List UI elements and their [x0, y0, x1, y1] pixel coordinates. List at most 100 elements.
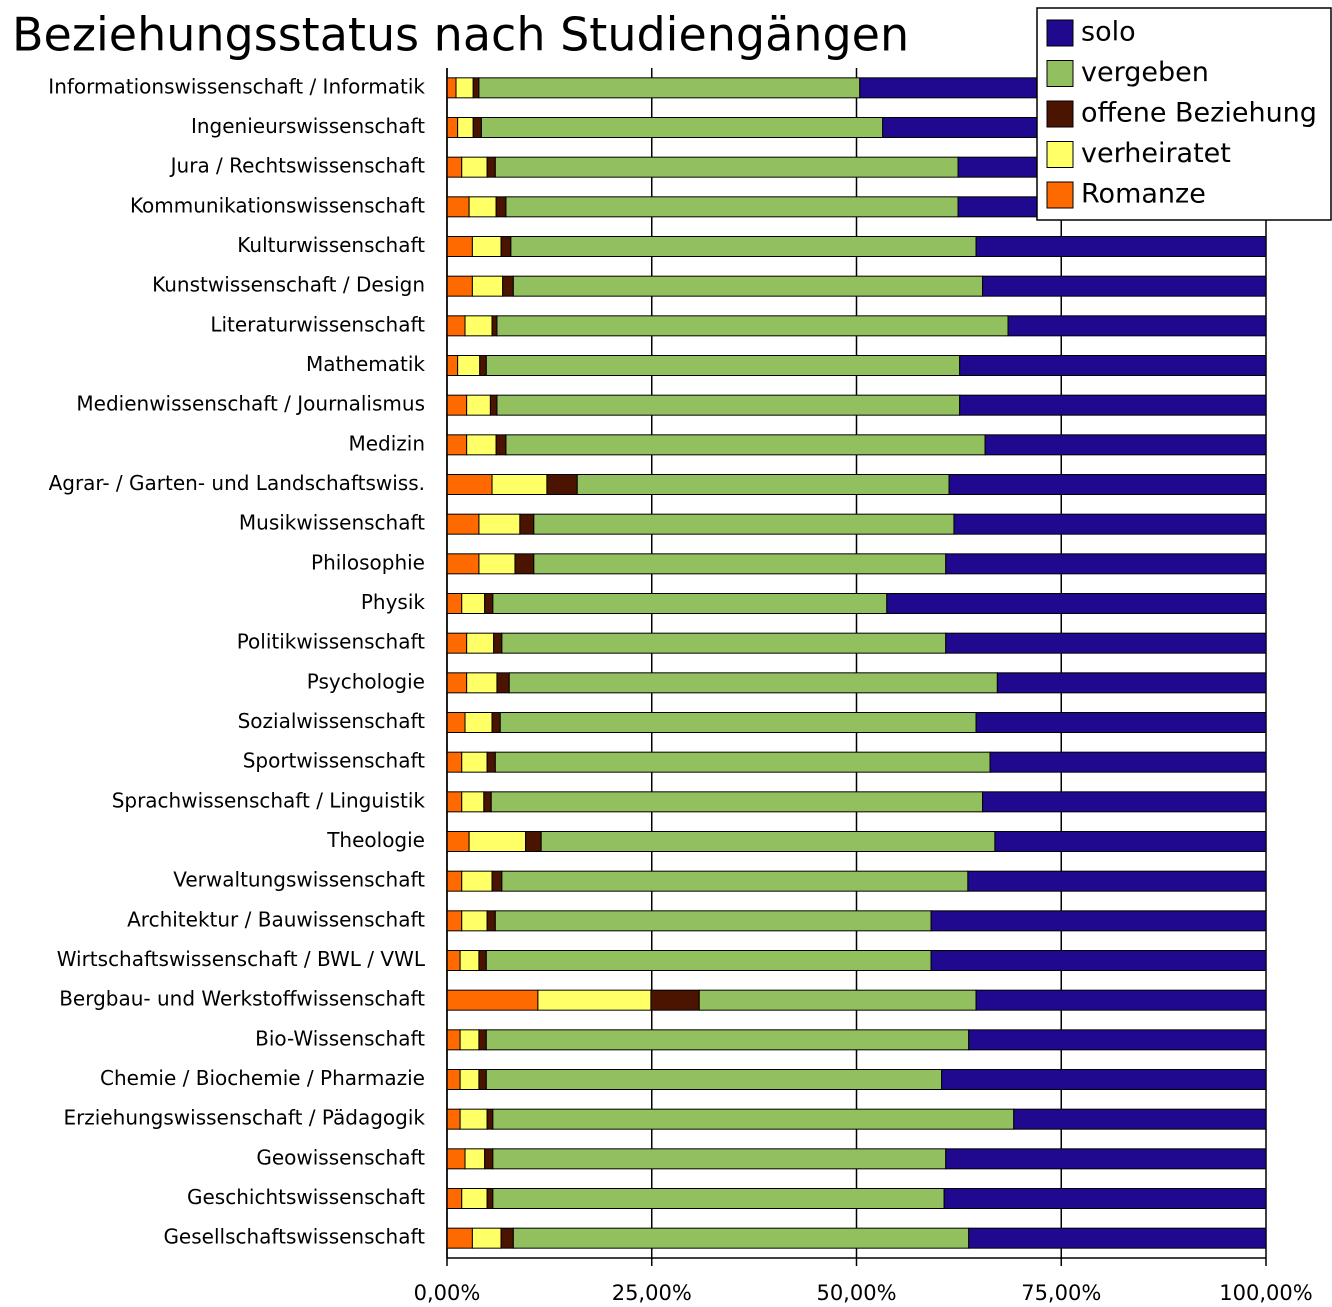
bar-segment [446, 870, 463, 892]
bar-segment [491, 474, 548, 495]
bar-segment [471, 275, 504, 297]
bar-segment [446, 791, 463, 813]
bar-segment [446, 275, 473, 297]
bar-segment [466, 394, 491, 416]
bar-segment [493, 632, 503, 654]
x-tick-label: 75,00% [1021, 1281, 1101, 1305]
bar-segment [459, 1029, 480, 1051]
y-tick-label: Jura / Rechtswissenschaft [169, 154, 426, 178]
y-tick-label: Bio-Wissenschaft [255, 1026, 425, 1050]
bar-segment [471, 236, 502, 257]
bar-segment [982, 275, 1267, 297]
bar-segment [466, 672, 498, 694]
bar-segment [446, 434, 468, 456]
bar-segment [982, 791, 1267, 813]
bar-segment [446, 1069, 461, 1090]
bar-segment [479, 355, 487, 376]
bar-segment [495, 196, 507, 218]
bar-segment [495, 434, 507, 456]
bar-segment [486, 751, 496, 773]
bar-segment [446, 355, 459, 376]
bar-segment [461, 791, 485, 813]
bar-segment [984, 434, 1267, 456]
bar-segment [491, 870, 503, 892]
bar-segment [500, 236, 512, 257]
legend-label: verheiratet [1081, 138, 1231, 169]
bar-segment [446, 117, 459, 138]
legend-label: Romanze [1081, 179, 1206, 210]
bar-segment [446, 513, 480, 535]
bar-segment [525, 831, 542, 852]
bar-segment [457, 355, 481, 376]
y-tick-label: Psychologie [307, 669, 425, 693]
bar-segment [1007, 315, 1267, 337]
y-tick-label: Medienwissenschaft / Journalismus [76, 392, 425, 416]
bar-segment [540, 831, 996, 852]
y-tick-label: Geschichtswissenschaft [187, 1185, 425, 1209]
bar-segment [446, 751, 463, 773]
bar-segment [500, 1227, 514, 1249]
bar-segment [461, 910, 488, 932]
y-tick-label: Ingenieurswissenschaft [191, 114, 425, 138]
y-tick-label: Medizin [348, 431, 425, 455]
bar-segment [446, 553, 480, 575]
y-tick-label: Erziehungswissenschaft / Pädagogik [63, 1106, 425, 1130]
bar-segment [446, 1108, 461, 1130]
bar-segment [512, 1227, 970, 1249]
legend-label: vergeben [1081, 57, 1209, 88]
legend-label: offene Beziehung [1081, 98, 1317, 129]
bar-segment [459, 950, 480, 971]
y-tick-label: Bergbau- und Werkstoffwissenschaft [59, 987, 425, 1011]
bar-segment [943, 1188, 1267, 1209]
bar-segment [446, 950, 461, 971]
bar-segment [472, 117, 482, 138]
bar-segment [446, 1148, 466, 1170]
bar-segment [1013, 1108, 1267, 1130]
bar-segment [945, 1148, 1267, 1170]
bar-segment [486, 156, 496, 178]
bar-segment [494, 156, 959, 178]
bar-segment [496, 315, 1009, 337]
bar-segment [499, 712, 977, 733]
bar-segment [455, 77, 474, 99]
x-tick-label: 100,00% [1219, 1281, 1312, 1305]
bar-segment [459, 1069, 480, 1090]
y-tick-label: Sprachwissenschaft / Linguistik [112, 788, 426, 812]
bar-segment [464, 1148, 486, 1170]
bar-segment [996, 672, 1267, 694]
y-tick-label: Architektur / Bauwissenschaft [127, 907, 425, 931]
bar-segment [537, 989, 652, 1011]
bar-segment [494, 910, 932, 932]
bar-segment [508, 672, 998, 694]
bar-segment [486, 1108, 494, 1130]
bar-segment [967, 870, 1267, 892]
bar-segment [446, 394, 468, 416]
y-tick-label: Verwaltungswissenschaft [173, 868, 425, 892]
y-tick-label: Literaturwissenschaft [210, 312, 425, 336]
bar-segment [502, 275, 514, 297]
bar-segment [485, 1069, 943, 1090]
bar-segment [446, 712, 466, 733]
bar-segment [468, 196, 497, 218]
bar-segment [989, 751, 1267, 773]
bar-segment [486, 1188, 494, 1209]
bar-segment [489, 394, 498, 416]
bar-segment [446, 196, 470, 218]
bar-segment [478, 1069, 487, 1090]
bar-segment [941, 1069, 1267, 1090]
bar-segment [953, 513, 1267, 535]
legend-swatch [1046, 141, 1074, 168]
legend-box [1036, 7, 1332, 221]
bar-segment [533, 513, 955, 535]
bar-segment [471, 1227, 502, 1249]
bar-segment [975, 236, 1267, 257]
y-tick-label: Informationswissenschaft / Informatik [48, 74, 425, 98]
bar-segment [501, 632, 947, 654]
legend-swatch [1046, 100, 1074, 128]
bar-segment [945, 632, 1267, 654]
bar-segment [464, 315, 493, 337]
y-tick-label: Sozialwissenschaft [238, 709, 426, 733]
y-tick-label: Theologie [326, 828, 425, 852]
bar-segment [490, 791, 984, 813]
bar-segment [466, 434, 497, 456]
